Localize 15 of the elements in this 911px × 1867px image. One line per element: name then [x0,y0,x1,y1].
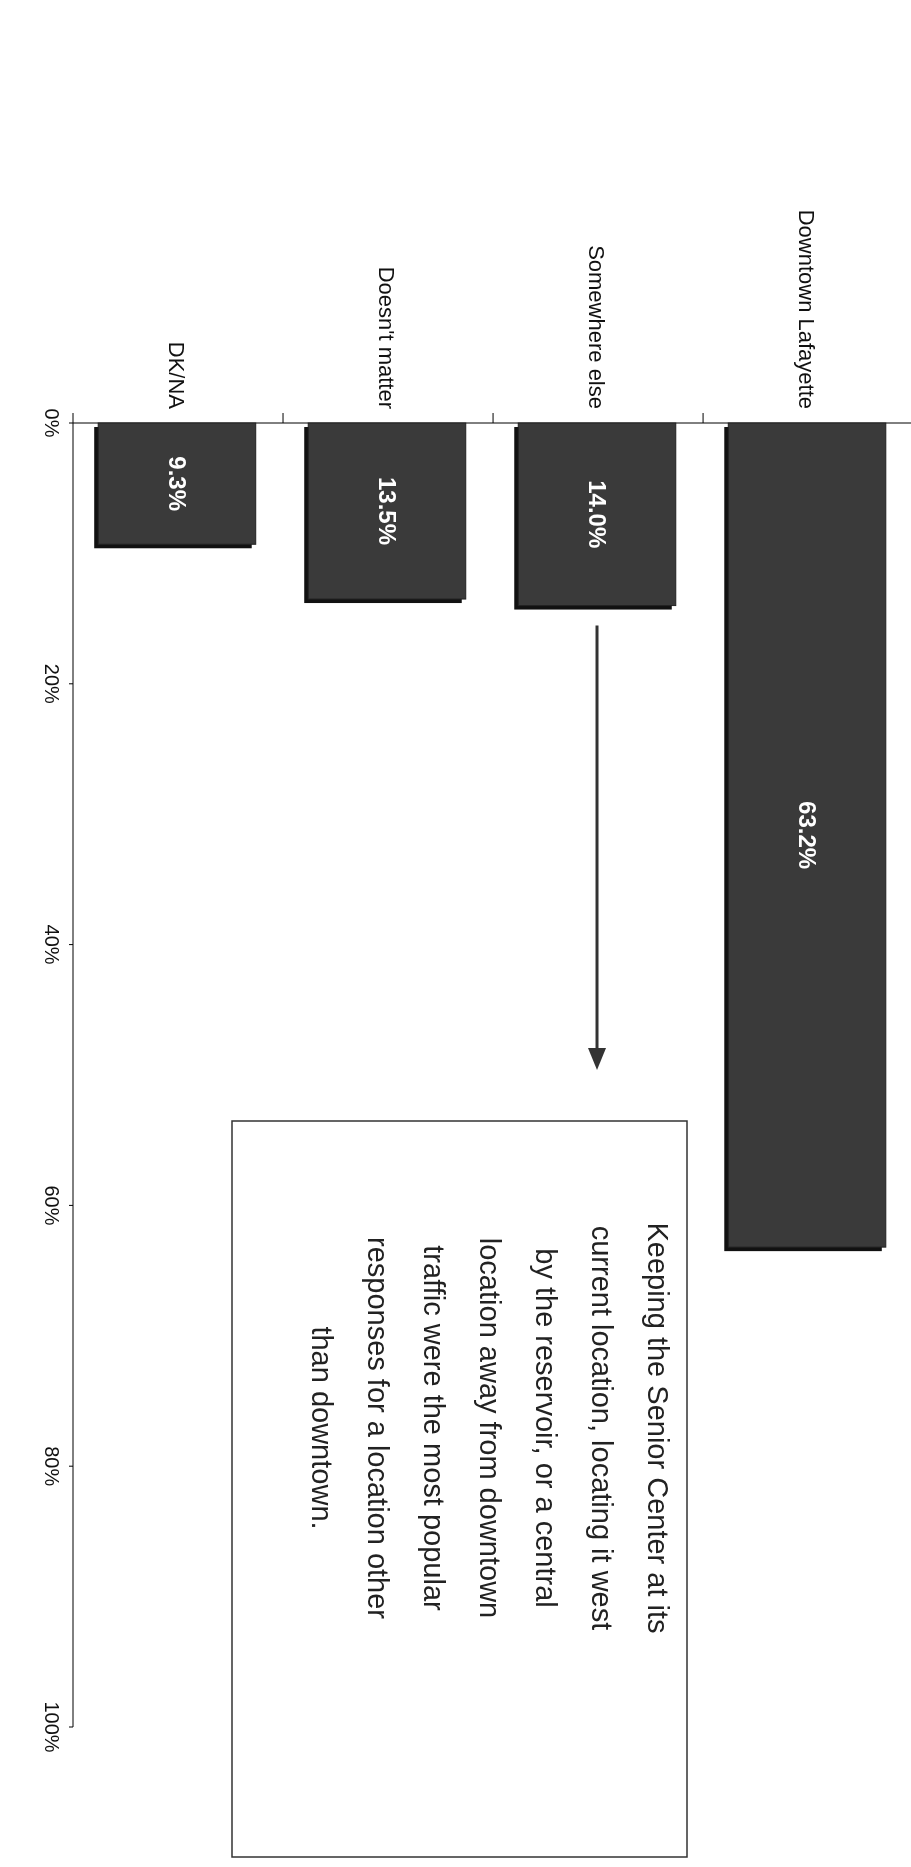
y-tick-label: 0% [41,408,63,438]
data-label: 63.2% [793,801,821,870]
annotation: Keeping the Senior Center at its current location, locating it west by the reservoir, or a central location away from downtown traffic were the most popular responses for a location other than downtown. [306,1222,674,1634]
data-label: 13.5% [373,476,401,546]
y-tick-label: 40% [41,924,63,965]
x-tick-label: DK/NA [164,341,190,410]
data-label: 14.0% [583,480,611,549]
x-tick-label: Doesn't matter [374,266,400,409]
y-tick-label: 80% [41,1446,63,1487]
data-label: 9.3% [163,456,191,511]
y-tick-label: 60% [41,1185,63,1226]
x-tick-label: Downtown Lafayette [794,209,820,409]
x-tick-label: Somewhere else [584,245,610,409]
y-tick-label: 20% [41,663,63,705]
y-tick-label: 100% [41,1701,63,1753]
